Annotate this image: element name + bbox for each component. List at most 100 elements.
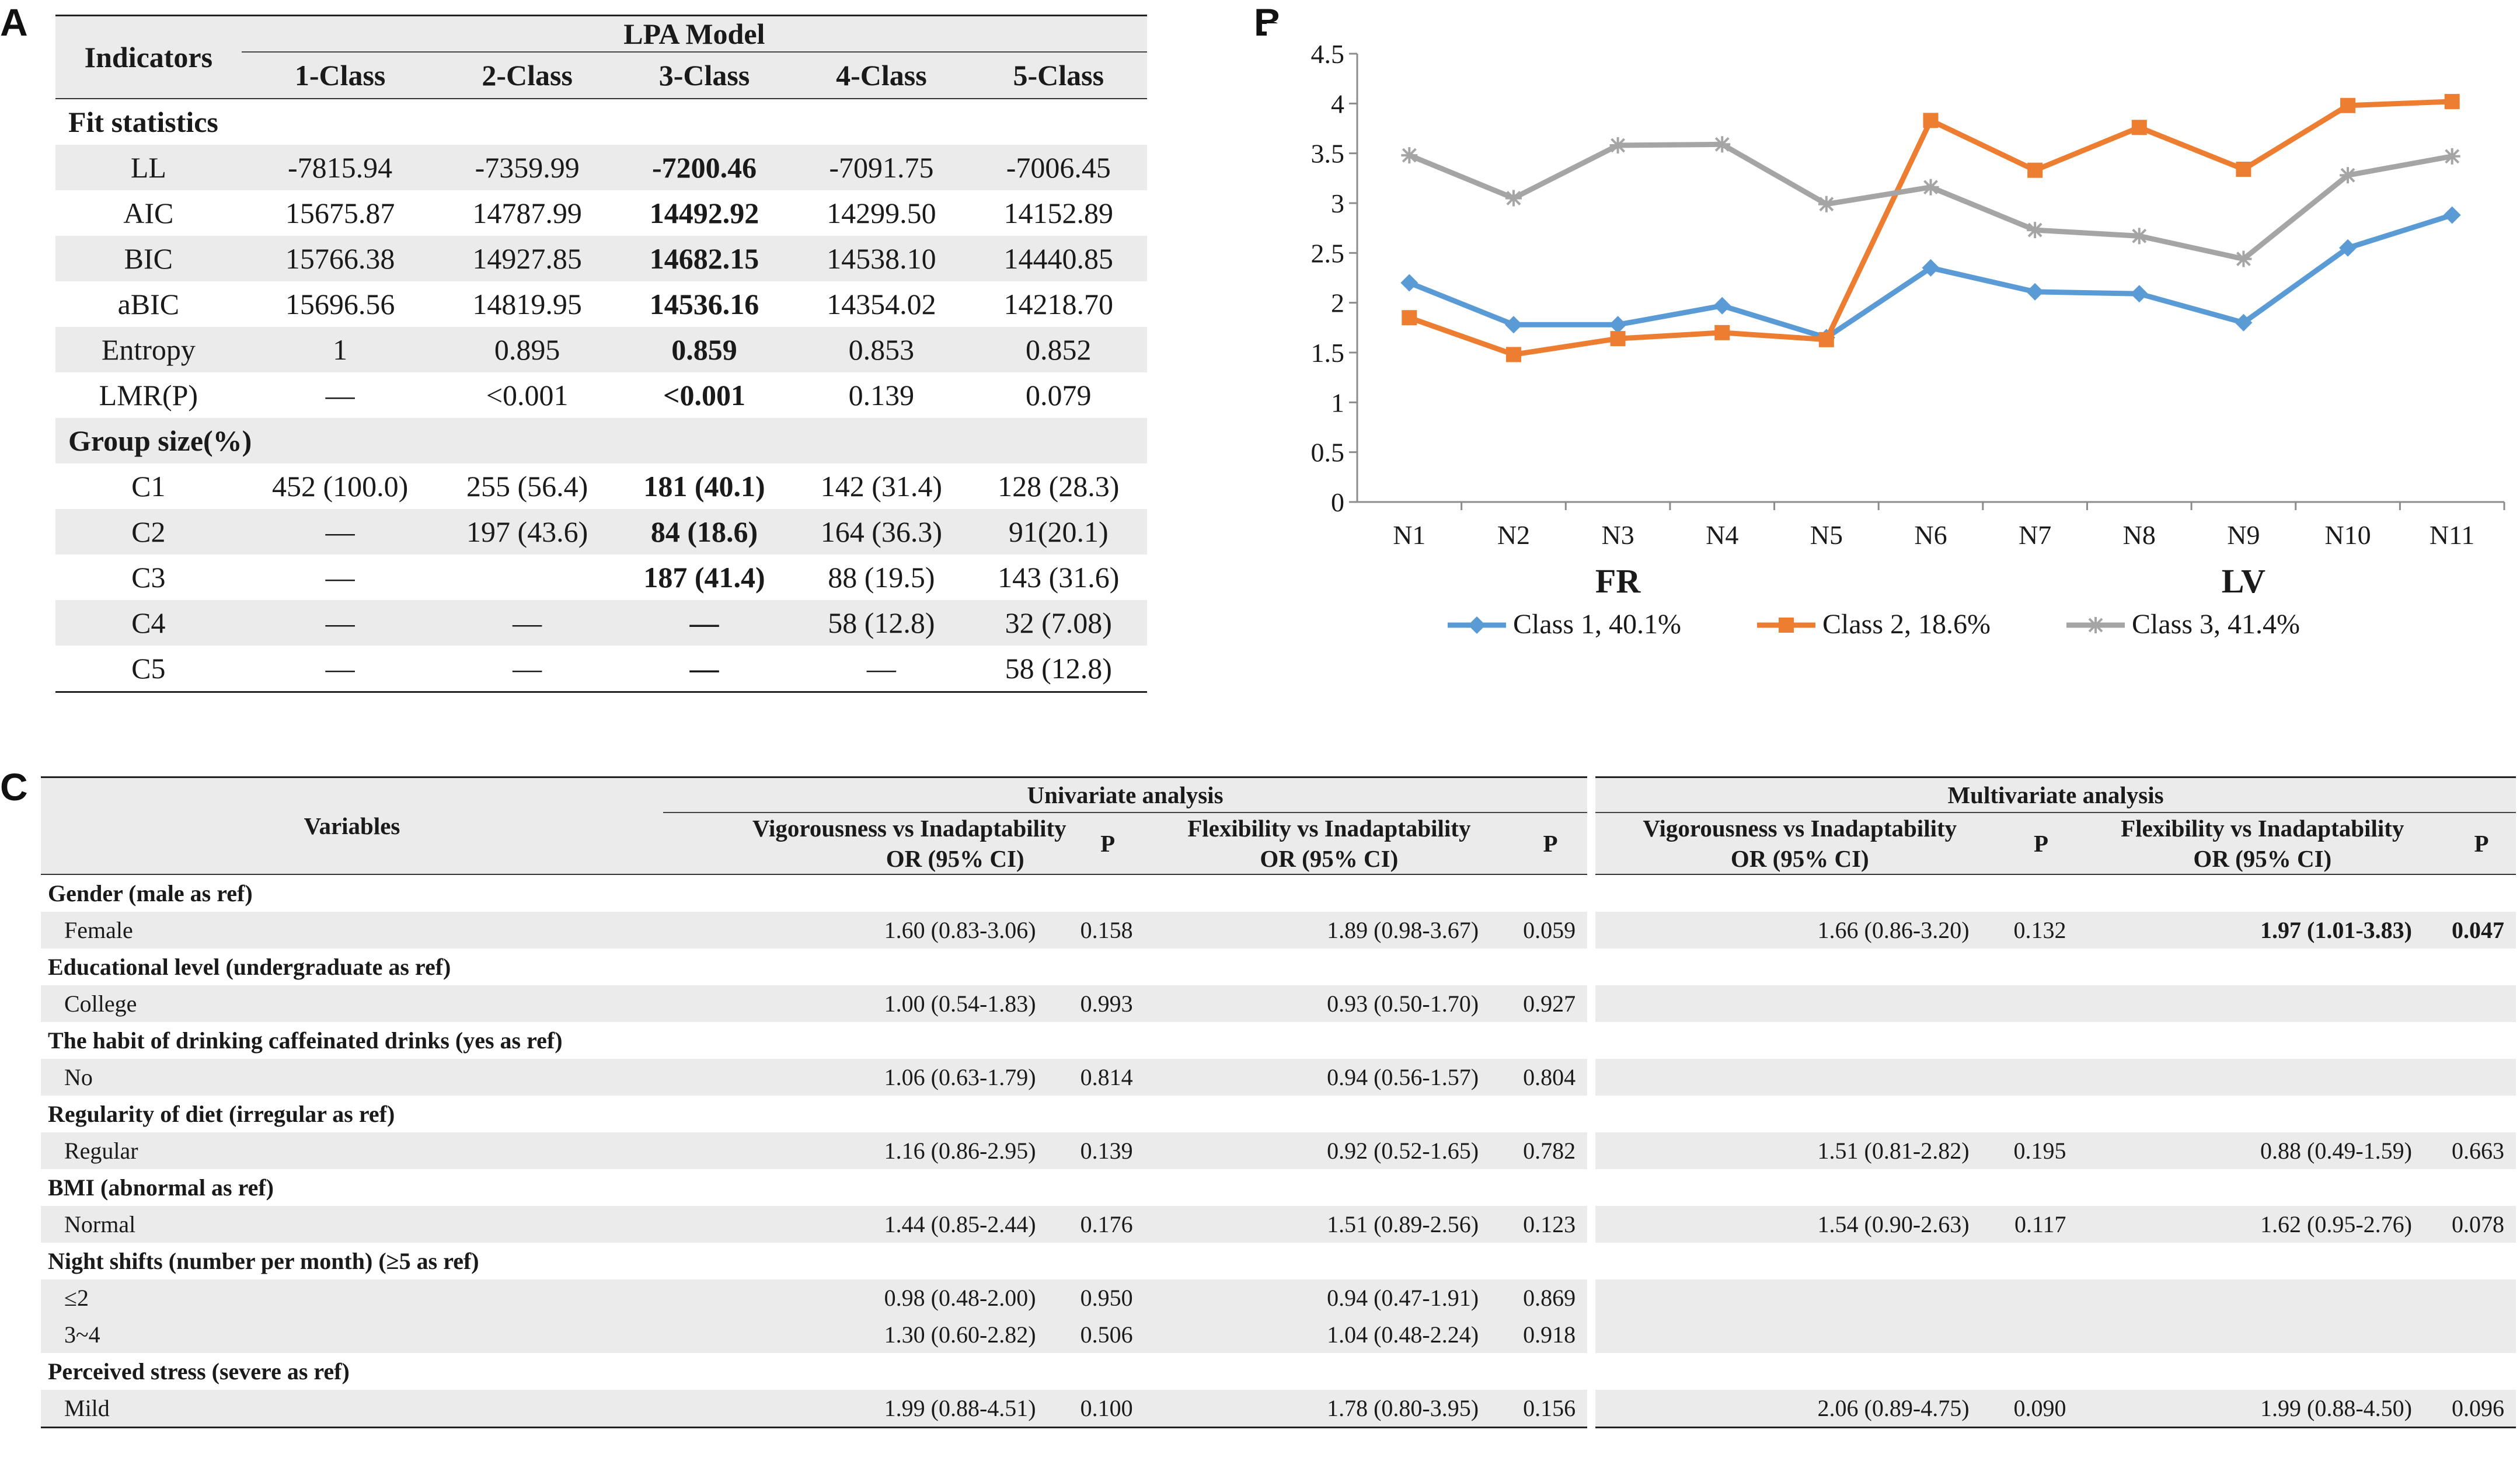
- data-point: [1609, 137, 1626, 154]
- table-cell: —: [866, 652, 896, 685]
- data-point: [1400, 274, 1418, 292]
- x-tick-label: N4: [1706, 520, 1738, 550]
- table-cell: 0.869: [1523, 1285, 1576, 1311]
- x-tick-label: N2: [1497, 520, 1530, 550]
- x-tick-label: N11: [2430, 520, 2475, 550]
- row-label: aBIC: [117, 288, 180, 320]
- table-cell: 0.059: [1523, 917, 1576, 943]
- data-point: [2130, 285, 2148, 303]
- group-label-lv: LV: [2222, 562, 2265, 600]
- variable-level: Female: [64, 917, 133, 943]
- section-heading: Fit statistics: [68, 106, 218, 138]
- table-cell: [2447, 1279, 2516, 1316]
- data-point: [1923, 113, 1939, 128]
- table-cell: 15675.87: [285, 197, 395, 229]
- or-header: OR (95% CI): [1260, 845, 1399, 872]
- table-cell: 0.918: [1523, 1321, 1576, 1348]
- table-cell: 1.51 (0.81-2.82): [1587, 1132, 2005, 1169]
- table-cell: 1.51 (0.89-2.56): [1327, 1211, 1479, 1237]
- table-cell: 14536.16: [649, 288, 759, 320]
- table-cell: [1587, 985, 2005, 1022]
- table-cell: 187 (41.4): [643, 561, 765, 594]
- table-cell: —: [689, 652, 719, 685]
- variable-heading: Regularity of diet (irregular as ref): [48, 1101, 395, 1127]
- table-cell: 0.98 (0.48-2.00): [884, 1285, 1036, 1311]
- variables-header: Variables: [304, 813, 400, 839]
- table-cell: [1587, 1059, 2005, 1096]
- y-tick-label: 2.5: [1311, 238, 1345, 268]
- data-point: [1504, 316, 1522, 334]
- data-point: [1714, 136, 1731, 153]
- section-heading: Group size(%): [68, 424, 252, 457]
- legend-label-class-2: Class 2, 18.6%: [1822, 609, 1991, 640]
- column-header: 2-Class: [482, 59, 573, 92]
- table-cell: 0.117: [2014, 1211, 2066, 1237]
- data-point: [1609, 316, 1627, 334]
- row-label: LMR(P): [99, 379, 198, 412]
- table-cell: 1.16 (0.86-2.95): [884, 1138, 1036, 1164]
- flex-header: Flexibility vs Inadaptability: [2121, 815, 2404, 842]
- data-point: [1922, 179, 1939, 196]
- x-tick-label: N9: [2227, 520, 2260, 550]
- table-cell: [1587, 1316, 2005, 1353]
- table-cell: 0.176: [1080, 1211, 1133, 1237]
- p-header: P: [1100, 830, 1116, 857]
- data-point: [2340, 97, 2356, 113]
- variable-level: Mild: [64, 1395, 110, 1421]
- table-cell: -7359.99: [475, 151, 580, 184]
- table-cell: 1.04 (0.48-2.24): [1327, 1321, 1479, 1348]
- variable-heading: Perceived stress (severe as ref): [48, 1358, 350, 1385]
- table-cell: 0.93 (0.50-1.70): [1327, 991, 1479, 1017]
- variable-heading: Educational level (undergraduate as ref): [48, 954, 451, 980]
- table-cell: 58 (12.8): [828, 606, 935, 639]
- class-profile-line-chart: 0 0.5 1 1.5 2 2.5 3 3.5 4 4.5 N1 N2 N3 N4 N5 N6 N7 N8 N9 N1…: [1267, 23, 2516, 660]
- table-cell: [2078, 985, 2447, 1022]
- table-cell: 1.60 (0.83-3.06): [884, 917, 1036, 943]
- row-label: AIC: [123, 197, 174, 229]
- data-point: [2444, 148, 2460, 165]
- table-cell: 0.506: [1080, 1321, 1133, 1348]
- table-cell: 0.950: [1080, 1285, 1133, 1311]
- table-cell: [2005, 1059, 2078, 1096]
- variable-heading: BMI (abnormal as ref): [48, 1174, 274, 1201]
- data-point: [2026, 283, 2044, 301]
- vig-header: Vigorousness vs Inadaptability: [1587, 813, 2005, 843]
- table-cell: 84 (18.6): [650, 515, 758, 548]
- table-cell: 0.94 (0.56-1.57): [1327, 1064, 1479, 1090]
- variable-heading: The habit of drinking caffeinated drinks…: [48, 1027, 563, 1054]
- table-cell: 0.100: [1080, 1395, 1133, 1421]
- vig-header: Vigorousness vs Inadaptability: [752, 815, 1066, 842]
- regression-table: Variables Univariate analysis Multivaria…: [41, 776, 2516, 1428]
- table-cell: 0.852: [1026, 333, 1092, 366]
- table-cell: 14927.85: [472, 242, 582, 275]
- flex-header: Flexibility vs Inadaptability: [1187, 815, 1471, 842]
- table-cell: 1.78 (0.80-3.95): [1327, 1395, 1479, 1421]
- variable-heading: Night shifts (number per month) (≥5 as r…: [48, 1248, 479, 1274]
- x-tick-label: N1: [1393, 520, 1425, 550]
- data-point: [2340, 167, 2357, 184]
- table-cell: 0.090: [2013, 1395, 2066, 1421]
- table-cell: [2447, 985, 2516, 1022]
- table-cell: 1.66 (0.86-3.20): [1587, 912, 2005, 949]
- row-label: Entropy: [101, 333, 196, 366]
- table-cell: 0.92 (0.52-1.65): [1327, 1138, 1479, 1164]
- table-cell: 15766.38: [285, 242, 395, 275]
- table-cell: 14682.15: [649, 242, 759, 275]
- variable-level: No: [64, 1064, 93, 1090]
- row-label: C5: [131, 652, 166, 685]
- table-cell: [2005, 1279, 2078, 1316]
- table-cell: 14440.85: [1003, 242, 1114, 275]
- data-point: [1610, 331, 1626, 347]
- data-point: [1402, 310, 1417, 326]
- row-label: C4: [131, 606, 166, 639]
- table-cell: 197 (43.6): [466, 515, 588, 548]
- p-header: P: [2033, 830, 2049, 857]
- data-point: [2235, 313, 2253, 332]
- data-point: [2443, 206, 2461, 224]
- data-point: [1401, 147, 1418, 164]
- data-point: [2131, 228, 2148, 245]
- y-tick-label: 3: [1331, 189, 1344, 218]
- table-cell: [2078, 1316, 2447, 1353]
- table-cell: —: [325, 652, 355, 685]
- data-point: [2027, 222, 2044, 239]
